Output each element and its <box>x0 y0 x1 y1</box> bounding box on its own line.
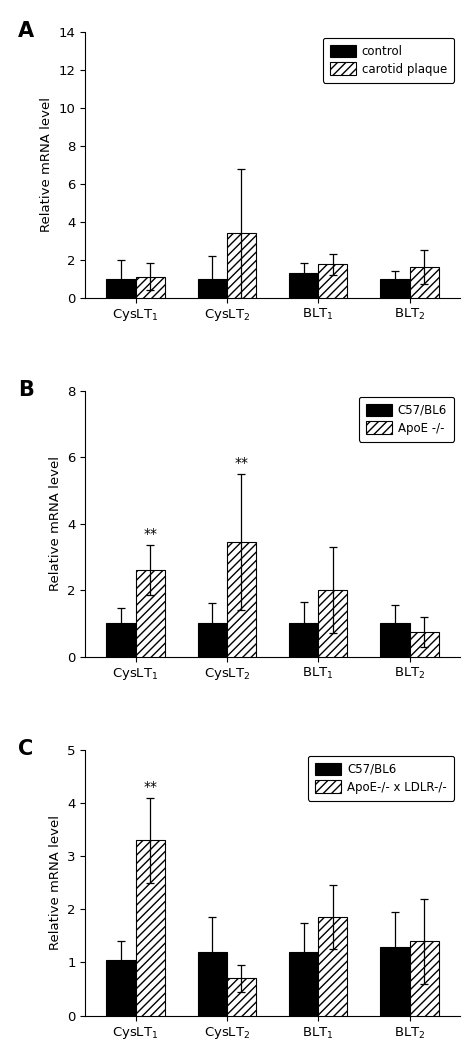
Bar <box>106 960 136 1016</box>
Bar <box>136 570 165 657</box>
Bar <box>380 623 410 657</box>
Bar <box>227 979 256 1016</box>
Bar <box>289 952 318 1016</box>
Bar <box>318 590 347 657</box>
Bar <box>410 268 439 297</box>
Bar <box>198 952 227 1016</box>
Text: A: A <box>18 21 34 41</box>
Bar <box>227 542 256 657</box>
Y-axis label: Relative mRNA level: Relative mRNA level <box>48 456 62 591</box>
Bar <box>289 273 318 297</box>
Bar <box>106 278 136 297</box>
Y-axis label: Relative mRNA level: Relative mRNA level <box>40 97 53 232</box>
Legend: C57/BL6, ApoE -/-: C57/BL6, ApoE -/- <box>359 397 454 441</box>
Bar <box>289 623 318 657</box>
Bar <box>410 942 439 1016</box>
Text: **: ** <box>143 527 157 542</box>
Text: **: ** <box>143 780 157 794</box>
Bar <box>318 917 347 1016</box>
Text: C: C <box>18 740 33 759</box>
Bar <box>136 840 165 1016</box>
Text: **: ** <box>235 456 248 470</box>
Bar <box>198 623 227 657</box>
Bar <box>380 278 410 297</box>
Bar <box>380 947 410 1016</box>
Bar <box>410 632 439 657</box>
Legend: control, carotid plaque: control, carotid plaque <box>323 38 454 83</box>
Bar <box>136 277 165 297</box>
Bar <box>198 278 227 297</box>
Y-axis label: Relative mRNA level: Relative mRNA level <box>48 816 62 950</box>
Legend: C57/BL6, ApoE-/- x LDLR-/-: C57/BL6, ApoE-/- x LDLR-/- <box>308 755 454 801</box>
Bar <box>227 233 256 297</box>
Text: B: B <box>18 380 34 400</box>
Bar <box>106 623 136 657</box>
Bar <box>318 264 347 297</box>
